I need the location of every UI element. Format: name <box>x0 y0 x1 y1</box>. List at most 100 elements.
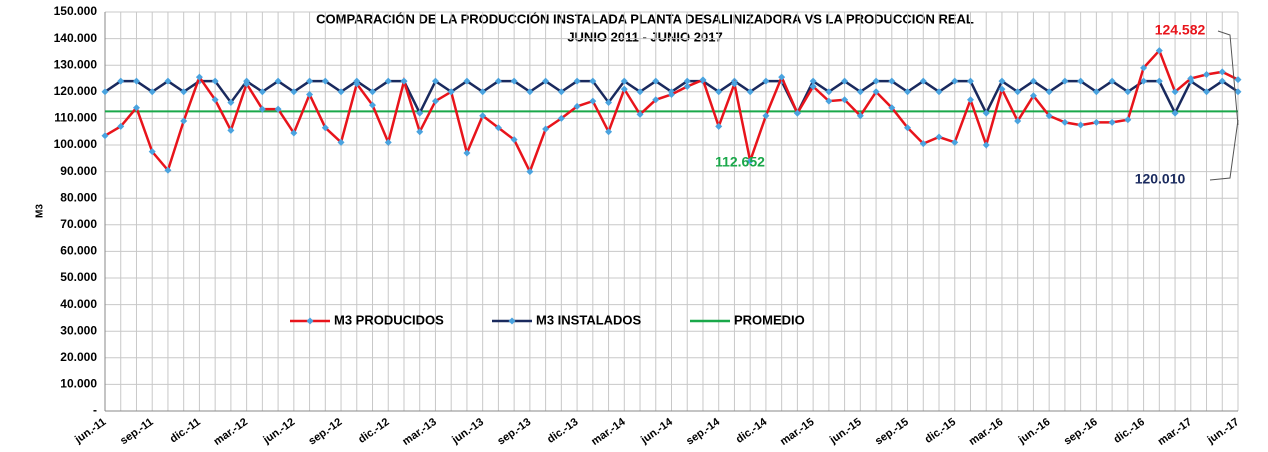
y-tick-label: 140.000 <box>54 31 98 45</box>
point-marker <box>746 88 754 96</box>
point-marker <box>668 90 675 98</box>
point-marker <box>479 112 487 120</box>
point-marker <box>1014 117 1022 125</box>
y-tick-label: - <box>93 403 97 417</box>
point-marker <box>683 82 691 90</box>
point-marker <box>1061 118 1069 126</box>
point-marker <box>904 124 912 132</box>
y-tick-label: 60.000 <box>60 244 97 258</box>
point-marker <box>1124 88 1132 96</box>
y-tick-label: 80.000 <box>60 190 97 204</box>
point-marker <box>809 82 817 90</box>
point-marker <box>1092 118 1100 126</box>
point-marker <box>258 88 266 96</box>
point-marker <box>1029 92 1037 100</box>
point-marker <box>542 125 550 133</box>
point-marker <box>841 96 849 104</box>
point-marker <box>982 109 990 117</box>
point-marker <box>416 128 424 136</box>
point-marker <box>872 77 880 85</box>
point-marker <box>605 128 613 136</box>
point-marker <box>117 77 125 85</box>
legend-marker <box>508 317 516 325</box>
point-marker <box>793 109 801 117</box>
point-marker <box>573 77 581 85</box>
point-marker <box>227 98 235 106</box>
point-marker <box>101 88 109 96</box>
point-marker <box>841 77 849 85</box>
chart-subtitle: JUNIO 2011 - JUNIO 2017 <box>567 29 722 44</box>
point-marker <box>384 77 392 85</box>
callout-line <box>1209 119 1239 181</box>
point-marker <box>715 88 723 96</box>
point-marker <box>1029 77 1037 85</box>
point-marker <box>1061 77 1069 85</box>
point-marker <box>1218 68 1226 76</box>
y-tick-label: 70.000 <box>60 217 97 231</box>
point-marker <box>1124 116 1132 124</box>
point-marker <box>164 77 172 85</box>
point-marker <box>888 77 896 85</box>
point-marker <box>227 126 235 134</box>
point-marker <box>825 97 833 105</box>
point-marker <box>321 77 329 85</box>
point-marker <box>1077 77 1085 85</box>
point-marker <box>919 77 927 85</box>
point-marker <box>652 96 660 104</box>
point-marker <box>951 77 959 85</box>
point-marker <box>321 124 329 132</box>
point-marker <box>1140 64 1148 72</box>
point-marker <box>699 76 707 84</box>
point-marker <box>1045 112 1053 120</box>
annotation: 124.582 <box>1155 22 1206 38</box>
point-marker <box>652 77 660 85</box>
annotation: 112.652 <box>715 154 765 170</box>
point-marker <box>589 77 597 85</box>
point-marker <box>353 80 361 88</box>
point-marker <box>1108 77 1116 85</box>
point-marker <box>117 122 125 130</box>
point-marker <box>258 105 266 113</box>
point-marker <box>935 88 943 96</box>
point-marker <box>1171 88 1179 96</box>
point-marker <box>935 133 943 141</box>
point-marker <box>888 104 896 112</box>
point-marker <box>1234 76 1242 84</box>
point-marker <box>683 77 691 85</box>
point-marker <box>1155 77 1163 85</box>
point-marker <box>1140 77 1148 85</box>
point-marker <box>290 88 298 96</box>
callout-line <box>1217 30 1239 126</box>
point-marker <box>636 88 644 96</box>
point-marker <box>494 124 502 132</box>
point-marker <box>243 80 251 88</box>
point-marker <box>164 166 172 174</box>
y-tick-label: 100.000 <box>54 137 98 151</box>
point-marker <box>132 77 140 85</box>
y-tick-label: 20.000 <box>60 350 97 364</box>
point-marker <box>762 77 770 85</box>
legend-label: M3 PRODUCIDOS <box>334 312 444 327</box>
point-marker <box>715 122 723 130</box>
point-marker <box>1014 88 1022 96</box>
point-marker <box>337 88 345 96</box>
point-marker <box>966 77 974 85</box>
point-marker <box>1203 88 1211 96</box>
point-marker <box>856 88 864 96</box>
y-tick-label: 110.000 <box>54 111 97 125</box>
point-marker <box>919 140 927 148</box>
point-marker <box>400 77 408 85</box>
point-marker <box>1045 88 1053 96</box>
point-marker <box>589 97 597 105</box>
point-marker <box>746 157 754 165</box>
point-marker <box>762 112 770 120</box>
point-marker <box>148 88 156 96</box>
point-marker <box>982 141 990 149</box>
point-marker <box>1234 88 1242 96</box>
point-marker <box>369 101 377 109</box>
point-marker <box>369 88 377 96</box>
point-marker <box>1108 118 1116 126</box>
point-marker <box>510 136 518 144</box>
